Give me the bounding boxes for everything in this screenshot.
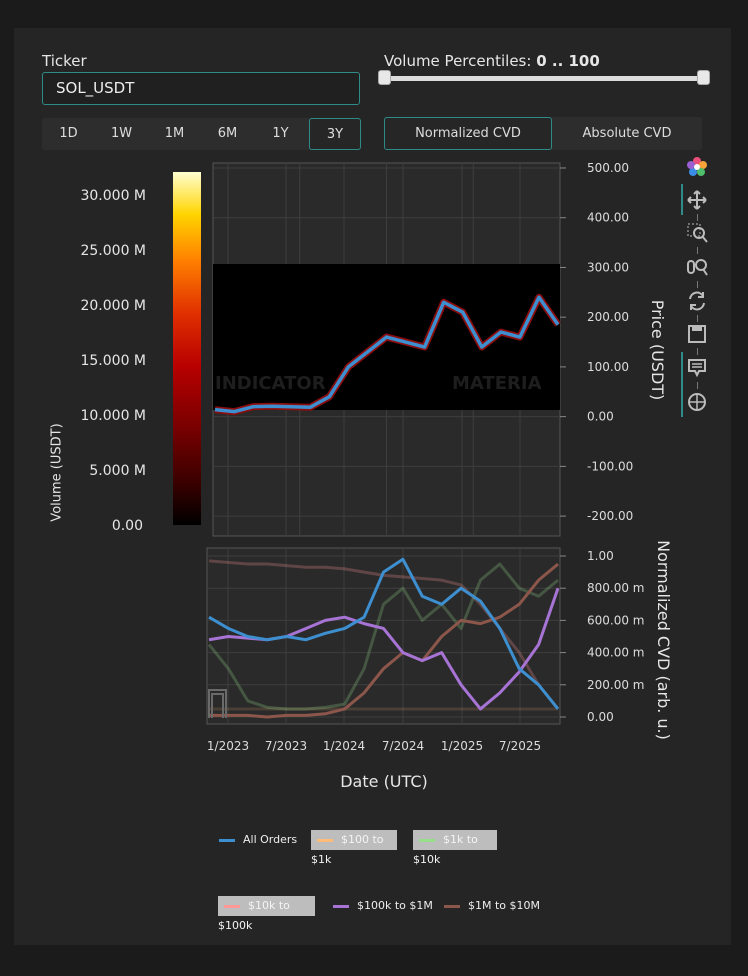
price-tick-label: 100.00 [587,360,629,374]
toolbar-divider [697,315,698,322]
timeframe-1y-button[interactable]: 1Y [272,126,289,141]
legend-label: $100 to $1k [311,833,384,866]
reset-icon[interactable] [686,290,708,312]
watermark-left: INDICATOR [215,373,326,394]
price-tick-label: 400.00 [587,211,629,225]
price-line [214,295,560,414]
save-icon[interactable] [686,323,708,345]
legend-swatch [333,904,349,908]
slider-handle-low[interactable] [378,70,391,85]
legend-10k-to-100k[interactable]: $10k to $100k [218,896,315,932]
ticker-input[interactable]: SOL_USDT [42,72,360,105]
date-tick-label: 7/2023 [265,739,307,753]
pan-icon[interactable] [686,189,708,211]
colorbar-tick: 0.00 [111,518,143,534]
toolbar-divider [697,281,698,288]
timeframe-1m-button[interactable]: 1M [164,126,185,141]
slider-handle-high[interactable] [697,70,710,85]
cvd-series-line [208,557,560,710]
toolbar-divider [697,348,698,355]
legend-label: All Orders [243,833,298,846]
cvd-tick-label: 0.00 [587,710,614,724]
legend-all-orders[interactable]: All Orders [213,830,297,850]
toolbar-divider [697,382,698,389]
cvd-series-line [207,562,559,711]
pan-active-indicator [681,184,683,215]
legend-swatch [219,838,235,842]
colorbar-tick: 30.000 M [80,188,146,204]
inspect-active-indicator [681,352,683,417]
legend-1k-to-10k[interactable]: $1k to $10k [413,830,497,866]
legend-swatch [224,904,240,908]
colorbar-tick: 25.000 M [80,243,146,259]
price-tick-label: -200.00 [587,509,633,523]
timeframe-6m-button[interactable]: 6M [217,126,238,141]
ticker-label: Ticker [42,52,87,70]
cvd-plot-area[interactable] [206,547,561,725]
timeframe-1w-button[interactable]: 1W [110,126,133,141]
price-axis-label: Price (USDT) [648,300,667,401]
price-tick-label: 300.00 [587,260,629,274]
volume-colorbar [173,172,201,525]
toolbar-divider [697,214,698,221]
legend-swatch [444,904,460,908]
price-tick-label: 0.00 [587,410,614,424]
volume-percentiles-label: Volume Percentiles: 0 .. 100 [384,52,600,70]
hover-icon[interactable] [686,357,708,379]
cvd-tick-label: 200.00 m [587,678,645,692]
legend-label: $10k to $100k [218,899,290,932]
box-zoom-icon[interactable] [686,222,708,244]
colorbar-tick: 10.000 M [80,408,146,424]
cvd-tick-label: 800.00 m [587,581,645,595]
toolbar-divider [697,247,698,254]
price-tick-label: 200.00 [587,310,629,324]
date-tick-label: 1/2023 [207,739,249,753]
cvd-tick-label: 600.00 m [587,613,645,627]
date-tick-label: 7/2025 [499,739,541,753]
cvd-series-line [209,562,559,719]
colorbar-tick: 15.000 M [80,353,146,369]
timeframe-group: 1D 1W 1M 6M 1Y 3Y [42,118,361,150]
date-tick-label: 7/2024 [382,739,424,753]
volume-percentiles-value: 0 .. 100 [536,52,600,70]
wheel-zoom-icon[interactable] [686,256,708,278]
legend-1m-to-10m[interactable]: $1M to $10M [438,896,540,916]
legend-label: $1M to $10M [468,899,541,912]
price-tick-label: 500.00 [587,161,629,175]
colorbar-tick: 5.000 M [89,463,146,479]
cvd-watermark-logo [208,689,227,718]
watermark-right: MATERIA [452,373,542,394]
colorbar-tick: 20.000 M [80,298,146,314]
volume-percentiles-slider[interactable] [384,76,702,81]
timeframe-3y-button[interactable]: 3Y [309,118,361,150]
normalized-cvd-button[interactable]: Normalized CVD [384,117,552,150]
crosshair-icon[interactable] [686,391,708,413]
date-axis-label: Date (UTC) [340,772,428,791]
legend-100k-to-1m[interactable]: $100k to $1M [327,896,433,916]
legend-swatch [317,838,333,842]
legend-swatch [419,838,435,842]
legend-100-to-1k[interactable]: $100 to $1k [311,830,397,866]
timeframe-1d-button[interactable]: 1D [59,126,78,141]
price-tick-label: -100.00 [587,459,633,473]
absolute-cvd-button[interactable]: Absolute CVD [582,126,672,141]
cvd-tick-label: 400.00 m [587,646,645,660]
legend-label: $1k to $10k [413,833,478,866]
date-tick-label: 1/2024 [323,739,365,753]
cvd-tick-label: 1.00 [587,549,614,563]
legend-label: $100k to $1M [357,899,433,912]
cvd-axis-label: Normalized CVD (arb. u.) [654,540,673,740]
volume-percentiles-title: Volume Percentiles: [384,52,532,70]
bokeh-logo-icon[interactable] [686,156,708,178]
date-tick-label: 1/2025 [441,739,483,753]
cvd-mode-group: Normalized CVD Absolute CVD [384,117,702,150]
